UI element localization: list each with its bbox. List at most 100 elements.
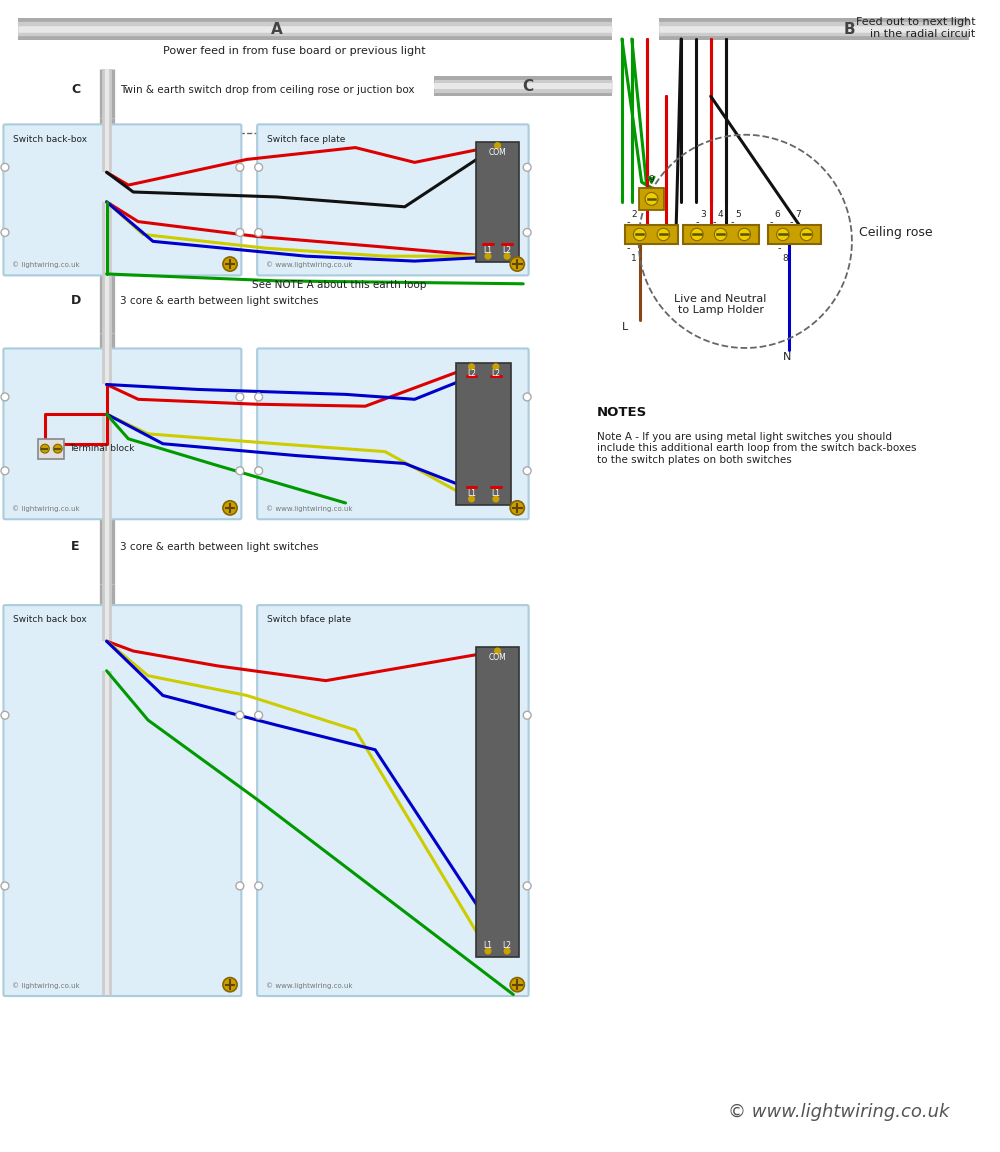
Circle shape: [633, 228, 646, 241]
Bar: [456, 363, 511, 505]
Circle shape: [255, 882, 263, 889]
Text: -: -: [626, 217, 630, 227]
Circle shape: [777, 228, 789, 241]
Text: Ceiling rose: Ceiling rose: [859, 227, 932, 240]
Circle shape: [1, 882, 9, 889]
FancyBboxPatch shape: [3, 124, 241, 275]
Text: A: A: [271, 22, 282, 37]
Circle shape: [714, 228, 727, 241]
Text: -: -: [769, 217, 773, 227]
Circle shape: [523, 164, 531, 172]
Text: L: L: [622, 323, 628, 332]
Text: -: -: [713, 217, 716, 227]
Text: Switch back box: Switch back box: [13, 615, 87, 624]
Circle shape: [236, 467, 244, 475]
Text: -: -: [695, 217, 699, 227]
Circle shape: [223, 257, 237, 271]
Circle shape: [504, 252, 511, 259]
Text: 1: 1: [631, 253, 637, 263]
Bar: [38, 439, 64, 458]
Text: L1: L1: [467, 488, 476, 498]
Text: COM: COM: [489, 147, 506, 157]
Circle shape: [1, 711, 9, 719]
Text: Switch bface plate: Switch bface plate: [267, 615, 351, 624]
Text: E: E: [71, 540, 80, 553]
Circle shape: [523, 393, 531, 401]
Circle shape: [800, 228, 813, 241]
Circle shape: [657, 228, 670, 241]
FancyBboxPatch shape: [257, 348, 529, 520]
Circle shape: [510, 501, 524, 515]
Circle shape: [53, 445, 62, 453]
Text: NOTES: NOTES: [597, 407, 647, 419]
Text: 3: 3: [700, 210, 706, 219]
Circle shape: [645, 192, 658, 205]
Bar: [683, 225, 759, 244]
Text: 9: 9: [649, 175, 654, 183]
Circle shape: [236, 393, 244, 401]
Text: 8: 8: [782, 253, 788, 263]
Text: © www.lightwiring.co.uk: © www.lightwiring.co.uk: [266, 982, 352, 988]
Circle shape: [236, 711, 244, 719]
Text: N: N: [783, 351, 791, 362]
Text: Power feed in from fuse board or previous light: Power feed in from fuse board or previou…: [163, 46, 426, 55]
Text: Twin & earth switch drop from ceiling rose or juction box: Twin & earth switch drop from ceiling ro…: [120, 85, 415, 96]
Circle shape: [1, 467, 9, 475]
Circle shape: [40, 445, 49, 453]
Circle shape: [523, 882, 531, 889]
Circle shape: [236, 228, 244, 236]
Text: 5: 5: [736, 210, 741, 219]
Circle shape: [492, 363, 499, 370]
Circle shape: [468, 495, 475, 502]
Circle shape: [255, 467, 263, 475]
Text: Switch face plate: Switch face plate: [267, 135, 345, 144]
Circle shape: [236, 882, 244, 889]
Text: COM: COM: [489, 653, 506, 662]
Circle shape: [738, 228, 751, 241]
Circle shape: [494, 142, 501, 149]
Circle shape: [494, 647, 501, 654]
Circle shape: [255, 228, 263, 236]
Circle shape: [484, 948, 492, 955]
Text: C: C: [523, 78, 534, 93]
Circle shape: [504, 948, 511, 955]
FancyBboxPatch shape: [257, 605, 529, 996]
Text: Terminal block: Terminal block: [69, 445, 134, 453]
Text: 2: 2: [631, 210, 637, 219]
Text: -: -: [777, 243, 781, 253]
Text: L2: L2: [503, 247, 512, 256]
Circle shape: [255, 393, 263, 401]
Text: C: C: [71, 83, 80, 97]
Text: 3 core & earth between light switches: 3 core & earth between light switches: [120, 543, 319, 552]
Text: Live and Neutral
to Lamp Holder: Live and Neutral to Lamp Holder: [674, 294, 767, 316]
Circle shape: [236, 164, 244, 172]
Text: Switch back-box: Switch back-box: [13, 135, 87, 144]
Circle shape: [691, 228, 703, 241]
Circle shape: [255, 164, 263, 172]
Circle shape: [1, 393, 9, 401]
Text: Feed out to next light
in the radial circuit: Feed out to next light in the radial cir…: [856, 17, 975, 39]
Circle shape: [468, 363, 475, 370]
Bar: [476, 647, 519, 957]
Text: L1: L1: [491, 488, 500, 498]
Text: L2: L2: [467, 369, 476, 378]
Circle shape: [523, 467, 531, 475]
FancyBboxPatch shape: [3, 348, 241, 520]
Text: B: B: [843, 22, 855, 37]
Circle shape: [510, 978, 524, 992]
Text: L2: L2: [491, 369, 500, 378]
Circle shape: [484, 252, 492, 259]
Text: -: -: [790, 217, 793, 227]
Text: See NOTE A about this earth loop: See NOTE A about this earth loop: [252, 280, 426, 290]
Text: L1: L1: [483, 941, 492, 950]
Circle shape: [523, 228, 531, 236]
Circle shape: [1, 228, 9, 236]
Circle shape: [223, 978, 237, 992]
Text: L1: L1: [483, 247, 492, 256]
Text: 3 core & earth between light switches: 3 core & earth between light switches: [120, 296, 319, 305]
Text: Note A - If you are using metal light switches you should
include this additiona: Note A - If you are using metal light sw…: [597, 432, 917, 465]
Bar: [625, 225, 678, 244]
Text: 4: 4: [718, 210, 723, 219]
Bar: [476, 142, 519, 263]
Bar: [639, 188, 664, 210]
